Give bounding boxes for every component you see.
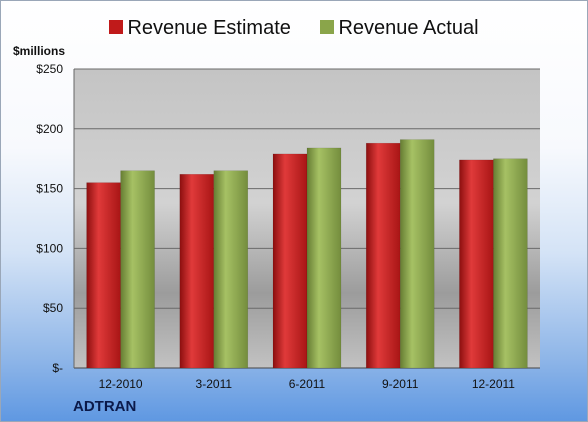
bar-revenue-estimate xyxy=(179,173,215,369)
x-tick-label: 12-2010 xyxy=(99,377,143,391)
bar-revenue-actual xyxy=(493,158,528,369)
y-tick-label: $200 xyxy=(36,122,63,136)
legend: Revenue Estimate Revenue Actual xyxy=(1,17,587,40)
x-tick-label: 6-2011 xyxy=(289,377,326,391)
y-tick-label: $100 xyxy=(36,241,63,255)
x-tick-label: 3-2011 xyxy=(196,377,233,391)
bar-revenue-actual xyxy=(399,139,435,369)
legend-swatch-estimate xyxy=(109,20,124,34)
y-tick-label: $150 xyxy=(36,182,63,196)
bar-revenue-estimate xyxy=(272,153,308,369)
legend-item-estimate: Revenue Estimate xyxy=(109,17,291,40)
y-tick-label: $50 xyxy=(43,301,63,315)
legend-label-estimate: Revenue Estimate xyxy=(127,17,291,39)
company-name: ADTRAN xyxy=(73,398,137,415)
legend-swatch-actual xyxy=(320,20,335,34)
bar-revenue-estimate xyxy=(86,182,121,369)
bar-revenue-estimate xyxy=(365,142,401,369)
x-tick-label: 9-2011 xyxy=(382,377,419,391)
y-tick-label: $- xyxy=(52,361,63,375)
bar-revenue-estimate xyxy=(459,159,494,369)
bar-revenue-actual xyxy=(120,170,155,369)
legend-label-actual: Revenue Actual xyxy=(338,17,479,39)
legend-item-actual: Revenue Actual xyxy=(320,17,479,40)
y-axis-unit-label: $millions xyxy=(13,44,66,58)
bar-revenue-actual xyxy=(213,170,249,369)
bar-revenue-actual xyxy=(306,147,342,369)
y-tick-label: $250 xyxy=(36,62,63,76)
x-tick-label: 12-2011 xyxy=(472,377,515,391)
